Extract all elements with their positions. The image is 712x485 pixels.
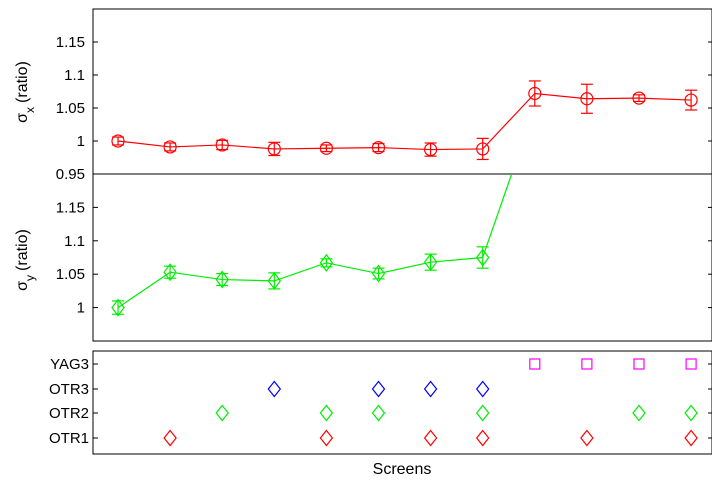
sigma-x-point [267, 142, 281, 156]
screen-marker-otr2 [684, 404, 698, 422]
sigma-y-ytick-label: 1 [77, 300, 85, 317]
sigma-y-plot-area [111, 174, 513, 317]
sigma-x-point [215, 138, 229, 152]
sigma-x-ytick-label: 1.05 [56, 100, 85, 117]
sigma-y-axes-frame [92, 173, 712, 342]
sigma-y-label-symbol: σ [14, 281, 31, 291]
screen-marker-otr3 [371, 380, 386, 398]
screen-marker-yag3 [633, 358, 645, 370]
sigma-x-ytick-label: 1.1 [64, 67, 85, 84]
sigma-y-ytick-label: 1.15 [56, 199, 85, 216]
screen-marker-otr3 [475, 380, 490, 398]
sigma-x-point [371, 141, 386, 155]
screens-category-label: OTR1 [49, 430, 89, 447]
screens-category-label: YAG3 [50, 356, 89, 373]
sigma-x-label-unit: (ratio) [14, 61, 31, 103]
sigma-x-point [163, 140, 177, 154]
sigma-y-point [319, 253, 334, 272]
sigma-x-point [684, 93, 698, 107]
screens-panel: Screens YAG3 OTR3 OTR2 OTR1 [49, 350, 712, 478]
sigma-y-series-line [117, 174, 513, 309]
sigma-x-panel: σx (ratio) 0.95 1 1.05 1.1 1.15 [14, 8, 712, 183]
sigma-x-point [632, 91, 646, 105]
sigma-x-axis-label: σx (ratio) [14, 61, 37, 123]
sigma-x-ytick-label: 1.15 [56, 34, 85, 51]
sigma-y-ytick-label: 1.1 [64, 233, 85, 250]
screens-category-label: OTR3 [49, 381, 89, 398]
screens-x-axis-label: Screens [373, 461, 432, 478]
sigma-y-ytick-label: 1.05 [56, 266, 85, 283]
screens-axes-frame [92, 350, 712, 455]
sigma-y-label-unit: (ratio) [14, 229, 31, 271]
screen-marker-otr2 [475, 404, 490, 422]
screen-marker-otr2 [215, 404, 229, 422]
sigma-y-panel: σy (ratio) 1 1.05 1.1 1.15 [14, 173, 712, 342]
sigma-y-label-subscript: y [23, 275, 37, 281]
screen-marker-otr2 [371, 404, 386, 422]
sigma-y-point [163, 263, 177, 282]
screen-marker-otr1 [580, 429, 594, 447]
screen-marker-otr1 [475, 429, 490, 447]
sigma-x-series-line [117, 92, 692, 151]
screen-marker-otr2 [632, 404, 646, 422]
sigma-y-point [371, 264, 386, 283]
sigma-x-point [580, 92, 594, 106]
sigma-y-point [111, 298, 125, 317]
sigma-x-axes-frame [92, 8, 712, 175]
screen-marker-otr1 [423, 429, 438, 447]
sigma-x-ytick-label: 0.95 [56, 166, 85, 183]
screen-marker-otr3 [423, 380, 438, 398]
sigma-y-axis-label: σy (ratio) [14, 229, 37, 291]
sigma-y-point [475, 248, 490, 267]
sigma-x-point [319, 141, 333, 155]
screens-category-label: OTR2 [49, 405, 89, 422]
screen-marker-yag3 [529, 358, 541, 370]
sigma-x-point [424, 142, 438, 157]
screen-marker-otr3 [267, 380, 282, 398]
sigma-y-point [215, 270, 229, 289]
screen-marker-yag3 [581, 358, 593, 370]
screen-marker-yag3 [685, 358, 697, 370]
sigma-y-point [267, 271, 282, 290]
sigma-x-label-symbol: σ [14, 113, 31, 123]
screen-marker-otr1 [319, 429, 334, 447]
screen-marker-otr2 [319, 404, 334, 422]
sigma-x-plot-area [111, 80, 698, 161]
screen-marker-otr1 [163, 429, 177, 447]
sigma-x-point [476, 142, 490, 156]
sigma-x-point [111, 134, 125, 148]
sigma-x-ytick-label: 1 [77, 133, 85, 150]
sigma-y-point [423, 253, 438, 272]
sigma-x-point [528, 86, 542, 101]
screen-marker-otr1 [684, 429, 698, 447]
sigma-x-label-subscript: x [23, 107, 37, 113]
